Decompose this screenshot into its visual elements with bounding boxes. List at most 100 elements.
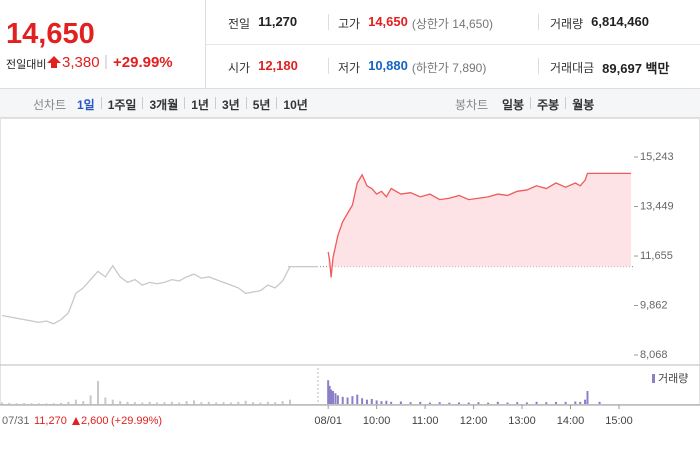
volume-bar <box>428 402 431 404</box>
prev-volume-bar <box>200 402 203 404</box>
volume-bar <box>574 401 577 404</box>
tab-group-label: 봉차트 <box>455 98 489 112</box>
prev-volume-bar <box>52 403 55 404</box>
stat-note: (하한가 7,890) <box>411 61 487 75</box>
volume-bar <box>361 398 364 404</box>
volume-bar <box>458 402 461 404</box>
prev-volume-bar <box>274 402 277 404</box>
stat-value: 89,697 백만 <box>602 61 670 76</box>
up-icon <box>72 417 80 425</box>
chart: 거래량 07/31 11,270 2,600 (+29.99%) 15,243 1… <box>0 118 700 427</box>
period-tab[interactable]: 3년 <box>221 98 240 112</box>
prev-volume-bar <box>281 401 284 404</box>
prev-volume-bar <box>156 402 159 404</box>
volume-bar <box>351 396 354 404</box>
prev-volume-bar <box>104 397 107 404</box>
volume-bar <box>496 401 499 404</box>
prev-volume-bar <box>289 399 291 404</box>
volume-bar <box>438 402 441 404</box>
volume-bar <box>385 400 388 404</box>
stat-value: 6,814,460 <box>591 14 649 29</box>
period-tab[interactable]: 5년 <box>252 98 271 112</box>
candle-tab[interactable]: 주봉 <box>537 98 560 112</box>
prev-volume-bar <box>15 403 18 404</box>
volume-bar <box>336 395 339 404</box>
prev-rate: (+29.99%) <box>111 415 162 427</box>
candle-tab[interactable]: 일봉 <box>502 98 525 112</box>
prev-volume-bar <box>23 403 26 404</box>
divider: | <box>104 53 108 70</box>
candle-tab[interactable]: 월봉 <box>572 98 595 112</box>
prev-volume-bar <box>266 401 269 404</box>
price-box <box>0 0 206 88</box>
volume-bar <box>332 391 335 404</box>
legend-swatch <box>652 374 655 383</box>
volume-bar <box>409 402 412 404</box>
x-tick-label: 11:00 <box>412 415 439 427</box>
tab-sep <box>245 97 247 109</box>
volume-bar <box>467 402 470 404</box>
stat-value: 10,880 <box>368 58 408 73</box>
y-tick-label: 11,655 <box>640 250 673 262</box>
stat-value: 14,650 <box>368 14 408 29</box>
prev-volume-bar <box>126 401 129 404</box>
tab-sep <box>100 97 102 109</box>
x-tick-label: 12:00 <box>460 415 488 427</box>
sep <box>538 14 539 30</box>
prev-volume-bar <box>67 401 70 404</box>
tab-sep <box>565 97 567 109</box>
volume-bar <box>506 402 509 404</box>
stat-label: 전일 <box>228 17 251 31</box>
volume-bar <box>477 402 480 404</box>
row-divider <box>206 44 700 45</box>
prev-volume-bar <box>178 402 181 404</box>
prev-volume-bar <box>141 402 144 404</box>
volume-bar <box>535 401 538 404</box>
sep <box>328 58 329 74</box>
volume-bar <box>330 389 333 404</box>
prev-volume-bar <box>30 403 33 404</box>
volume-bar <box>584 399 587 404</box>
prev-volume-bar <box>185 401 188 404</box>
price-line <box>327 172 632 278</box>
period-tab[interactable]: 1년 <box>191 98 209 112</box>
period-tab[interactable]: 10년 <box>283 98 308 112</box>
prev-volume-bar <box>163 402 166 404</box>
y-tick-label: 15,243 <box>640 151 674 163</box>
tab-bar: 선차트 1일 1주일 3개월 1년 3년 5년 10년 봉차트 일봉 주봉 월봉 <box>0 88 700 118</box>
volume-bar <box>419 401 422 404</box>
tab-sep <box>530 97 532 109</box>
volume-bar <box>399 401 402 404</box>
volume-bar <box>448 402 451 404</box>
x-tick-label: 14:00 <box>557 415 585 427</box>
x-tick-label: 15:00 <box>605 415 633 427</box>
volume-bar <box>525 402 528 404</box>
period-tab[interactable]: 1주일 <box>107 98 137 112</box>
stat-label: 저가 <box>338 61 361 75</box>
period-tab[interactable]: 1일 <box>77 98 95 112</box>
volume-bar <box>598 401 601 404</box>
volume-bar <box>516 402 519 404</box>
prev-day-label: 07/31 <box>2 415 30 427</box>
prev-volume-bar <box>8 402 11 404</box>
sep <box>538 58 539 74</box>
y-tick-label: 9,862 <box>640 299 668 311</box>
x-tick-label: 13:00 <box>508 415 536 427</box>
volume-bar <box>370 398 373 404</box>
quote-panel: 14,650 전일대비 3,380 | +29.99% 전일 11,270 고가 14… <box>0 0 700 88</box>
volume-bar <box>327 380 330 404</box>
stat-label: 시가 <box>228 61 251 75</box>
y-tick-label: 13,449 <box>640 200 674 212</box>
volume-bar <box>487 402 490 404</box>
volume-bar <box>356 394 359 404</box>
prev-volume-bar <box>237 401 240 404</box>
prev-volume-bar <box>207 401 210 404</box>
volume-bar <box>341 396 344 404</box>
period-tab[interactable]: 3개월 <box>149 98 179 112</box>
tab-sep <box>276 97 278 109</box>
tab-sep <box>142 97 144 109</box>
prev-close: 11,270 <box>34 415 67 427</box>
x-tick-label: 08/01 <box>314 415 342 427</box>
tab-sep <box>184 97 186 109</box>
